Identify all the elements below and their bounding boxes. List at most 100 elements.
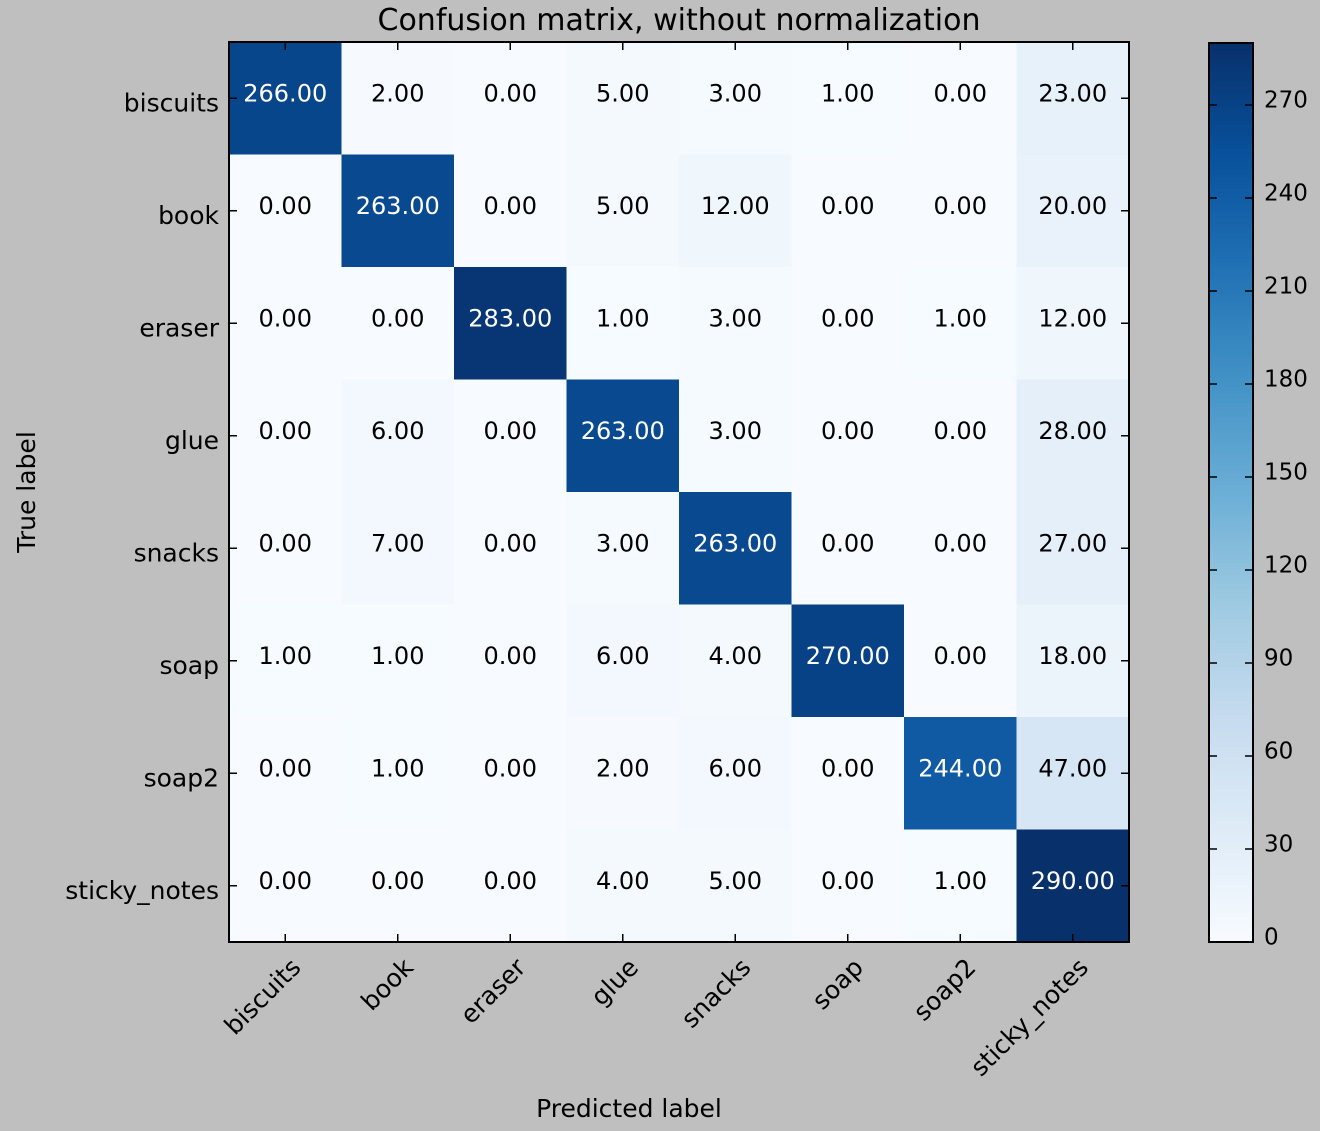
heatmap-cell-4-4: [679, 492, 792, 605]
cell-value-label: 18.00: [1038, 642, 1107, 670]
heatmap-cell-1-5: [791, 154, 905, 268]
x-tick-label: biscuits: [219, 953, 307, 1041]
heatmap-cell-4-5: [791, 492, 905, 605]
heatmap-cell-6-2: [454, 717, 567, 830]
y-axis-label: True label: [12, 431, 41, 554]
cell-value-label: 20.00: [1038, 192, 1107, 220]
cell-value-label: 5.00: [709, 867, 762, 895]
heatmap-cell-3-7: [1016, 379, 1130, 493]
cell-value-label: 290.00: [1031, 867, 1115, 895]
cell-value-label: 3.00: [596, 529, 649, 557]
heatmap-cell-6-4: [679, 717, 792, 830]
cell-value-label: 5.00: [596, 79, 649, 107]
heatmap-cell-0-2: [454, 42, 567, 155]
heatmap-cell-2-6: [904, 267, 1017, 380]
heatmap-cell-6-5: [791, 717, 905, 830]
colorbar-tick-label: 0: [1264, 925, 1279, 951]
heatmap-cell-4-1: [341, 492, 455, 605]
cell-value-label: 12.00: [701, 192, 770, 220]
heatmap-cell-0-3: [566, 42, 680, 155]
cell-value-label: 283.00: [468, 304, 552, 332]
heatmap-cell-labels: 266.00 2.00 0.00 5.00 3.00 1.00 0.00 23.00 0.00 2…: [243, 79, 1114, 895]
cell-value-label: 0.00: [934, 192, 987, 220]
cell-value-label: 1.00: [934, 867, 987, 895]
y-tick-label: soap2: [144, 763, 219, 792]
cell-value-label: 0.00: [259, 192, 312, 220]
cell-value-label: 2.00: [371, 79, 424, 107]
heatmap-cell-1-1: [341, 154, 455, 268]
cell-value-label: 0.00: [484, 867, 537, 895]
cell-value-label: 263.00: [693, 529, 777, 557]
cell-value-label: 3.00: [709, 79, 762, 107]
x-tick-label: soap2: [908, 953, 982, 1027]
heatmap-cell-5-2: [454, 604, 567, 718]
heatmap-cell-2-1: [341, 267, 455, 380]
heatmap-cell-6-6: [904, 717, 1017, 830]
heatmap-cell-1-4: [679, 154, 792, 268]
y-tick-label: soap: [159, 651, 219, 680]
colorbar-tick-label: 180: [1264, 367, 1308, 393]
heatmap-cell-1-6: [904, 154, 1017, 268]
heatmap-cell-5-1: [341, 604, 455, 718]
heatmap-cells: [229, 42, 1130, 943]
cell-value-label: 263.00: [356, 192, 440, 220]
cell-value-label: 1.00: [371, 642, 424, 670]
x-tick-label: glue: [585, 953, 644, 1012]
colorbar-tick-label: 270: [1264, 88, 1308, 114]
heatmap-cell-0-5: [791, 42, 905, 155]
heatmap-cell-5-7: [1016, 604, 1130, 718]
cell-value-label: 0.00: [821, 417, 874, 445]
cell-value-label: 0.00: [259, 867, 312, 895]
heatmap-cell-5-0: [229, 604, 342, 718]
heatmap-cell-4-6: [904, 492, 1017, 605]
heatmap-cell-4-3: [566, 492, 680, 605]
cell-value-label: 266.00: [243, 79, 327, 107]
heatmap-cell-4-2: [454, 492, 567, 605]
cell-value-label: 1.00: [821, 79, 874, 107]
y-tick-label: snacks: [134, 538, 219, 567]
colorbar-tick-label: 150: [1264, 460, 1308, 486]
heatmap-cell-4-0: [229, 492, 342, 605]
cell-value-label: 1.00: [934, 304, 987, 332]
heatmap-cell-6-1: [341, 717, 455, 830]
heatmap-cell-1-3: [566, 154, 680, 268]
heatmap-cell-3-2: [454, 379, 567, 493]
heatmap-cell-7-3: [566, 829, 680, 943]
cell-value-label: 4.00: [596, 867, 649, 895]
heatmap-cell-7-6: [904, 829, 1017, 943]
cell-value-label: 0.00: [371, 304, 424, 332]
cell-value-label: 0.00: [934, 529, 987, 557]
heatmap-cell-0-0: [229, 42, 342, 155]
cell-value-label: 263.00: [581, 417, 665, 445]
cell-value-label: 0.00: [484, 192, 537, 220]
cell-value-label: 28.00: [1038, 417, 1107, 445]
cell-value-label: 1.00: [371, 754, 424, 782]
colorbar: 0 30 60 90 120 150 180 210 240 270: [1208, 42, 1308, 951]
plot-frame: [228, 41, 1130, 943]
heatmap-cell-2-7: [1016, 267, 1130, 380]
cell-value-label: 27.00: [1038, 529, 1107, 557]
chart-title: Confusion matrix, without normalization: [378, 3, 981, 38]
colorbar-tick-label: 240: [1264, 181, 1308, 207]
heatmap-cell-7-7: [1016, 829, 1130, 943]
heatmap-cell-3-1: [341, 379, 455, 493]
heatmap-cell-0-6: [904, 42, 1017, 155]
heatmap-cell-4-7: [1016, 492, 1130, 605]
heatmap-cell-3-0: [229, 379, 342, 493]
y-axis-ticks: biscuits book eraser glue snacks soap soap2 sti…: [65, 88, 1129, 905]
heatmap-cell-3-5: [791, 379, 905, 493]
heatmap-cell-1-2: [454, 154, 567, 268]
heatmap-cell-7-1: [341, 829, 455, 943]
heatmap-cell-5-6: [904, 604, 1017, 718]
heatmap-cell-2-0: [229, 267, 342, 380]
cell-value-label: 12.00: [1038, 304, 1107, 332]
heatmap-cell-0-1: [341, 42, 455, 155]
heatmap-cell-2-5: [791, 267, 905, 380]
cell-value-label: 0.00: [259, 417, 312, 445]
heatmap-cell-2-4: [679, 267, 792, 380]
x-axis-label: Predicted label: [536, 1094, 722, 1123]
cell-value-label: 0.00: [821, 529, 874, 557]
cell-value-label: 6.00: [709, 754, 762, 782]
